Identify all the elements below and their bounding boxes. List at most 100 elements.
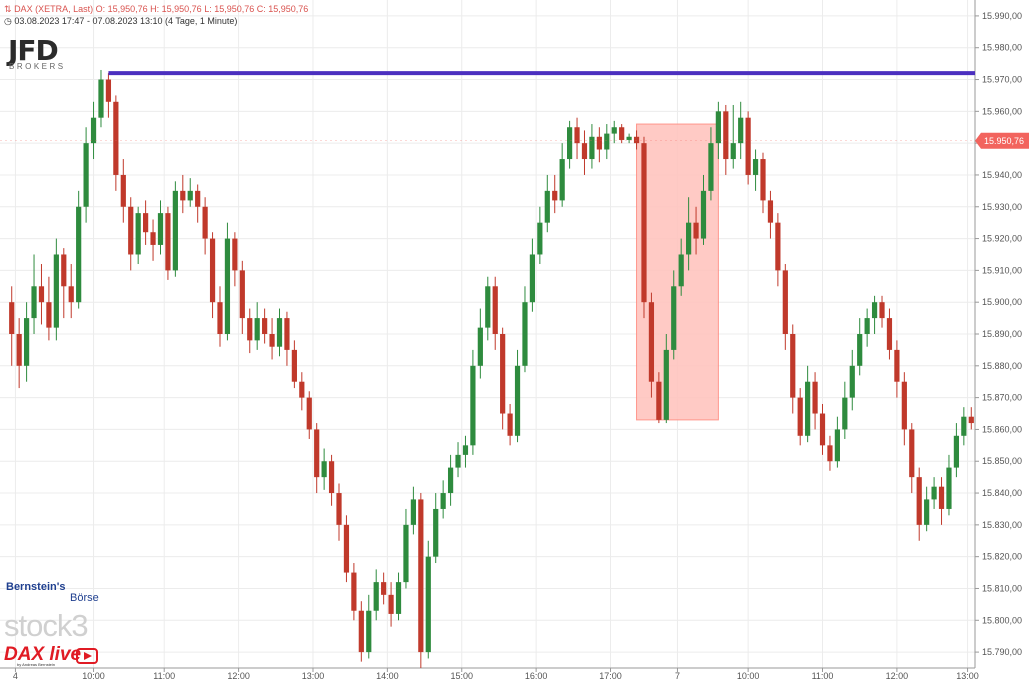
candle-body (366, 610, 372, 653)
candle-body (61, 254, 67, 287)
candle-body (849, 365, 855, 398)
candle-body (485, 286, 491, 328)
x-tick-label: 12:00 (227, 671, 250, 681)
candle-body (195, 190, 201, 207)
candle-body (455, 454, 461, 468)
dax-live-logo: DAX live (4, 644, 82, 665)
candle-body (686, 222, 692, 255)
candle-body (314, 429, 320, 478)
candle-body (909, 429, 915, 478)
candle-body (16, 334, 22, 366)
candle-body (180, 190, 186, 201)
y-tick-label: 15.840,00 (982, 488, 1022, 498)
x-tick-label: 14:00 (376, 671, 399, 681)
candle-body (150, 232, 156, 245)
candle-body (299, 381, 305, 398)
candle-body (224, 238, 231, 334)
candle-body (53, 254, 59, 328)
candle-body (373, 582, 379, 611)
candle-body (805, 381, 811, 436)
candle-body (782, 270, 788, 334)
y-tick-label: 15.940,00 (982, 170, 1022, 180)
candle-body (351, 572, 357, 611)
candle-body (217, 302, 223, 334)
x-tick-label: 11:00 (153, 671, 175, 681)
x-tick-label: 11:00 (812, 671, 834, 681)
x-tick-label: 13:00 (302, 671, 325, 681)
candle-body (269, 334, 275, 347)
borse-logo: Börse (70, 592, 99, 604)
candle-body (775, 222, 781, 271)
candle-body (522, 302, 528, 366)
candle-body (232, 238, 238, 271)
candle-body (886, 318, 893, 350)
candle-body (410, 499, 416, 525)
candle-body (752, 159, 759, 175)
symbol-label: DAX (XETRA, Last) (14, 4, 94, 14)
candle-body (172, 190, 178, 271)
candle-body (544, 190, 550, 223)
candle-body (507, 413, 513, 436)
candle-body (827, 445, 833, 462)
candle-body (760, 159, 766, 201)
candle-body (842, 397, 848, 430)
y-tick-label: 15.930,00 (982, 202, 1022, 212)
candle-body (113, 101, 119, 175)
y-tick-label: 15.980,00 (982, 43, 1022, 53)
candle-body (633, 136, 640, 144)
clock-icon: ◷ (4, 16, 12, 26)
candle-body (9, 302, 15, 334)
y-tick-label: 15.820,00 (982, 552, 1022, 562)
candle-body (165, 213, 171, 271)
highlight-zone (636, 123, 719, 421)
candle-body (128, 206, 134, 255)
candle-body (552, 190, 558, 201)
jfd-brokers-text: BROKERS (9, 62, 66, 71)
candle-body (961, 416, 967, 436)
candle-body (589, 136, 595, 160)
candle-body (604, 133, 610, 150)
candle-body (656, 381, 662, 420)
candle-body (723, 111, 729, 160)
candle-body (239, 270, 245, 319)
candle-body (745, 117, 751, 175)
y-tick-label: 15.810,00 (982, 583, 1022, 593)
candle-body (76, 206, 82, 303)
y-tick-label: 15.900,00 (982, 297, 1022, 307)
candle-body (559, 159, 565, 201)
y-tick-label: 15.920,00 (982, 234, 1022, 244)
chart-info-line-1: ⇅ DAX (XETRA, Last) O: 15,950,76 H: 15,9… (4, 4, 308, 15)
jfd-logo: JFD (8, 34, 59, 67)
y-tick-label: 15.960,00 (982, 106, 1022, 116)
candle-body (767, 200, 774, 223)
candle-body (715, 111, 721, 144)
candle-body (284, 318, 290, 350)
candle-body (343, 524, 350, 573)
candle-body (871, 302, 878, 319)
candle-body (864, 318, 870, 334)
candle-body (262, 318, 268, 334)
x-tick-label: 15:00 (450, 671, 473, 681)
candle-body (23, 318, 30, 366)
play-icon (76, 648, 98, 664)
x-tick-label: 7 (675, 671, 680, 681)
candle-body (567, 127, 573, 160)
candle-body (819, 413, 826, 446)
stock3-logo: stock3 (4, 608, 89, 643)
candle-body (403, 524, 409, 583)
candle-body (247, 318, 253, 341)
candle-body (105, 79, 112, 102)
x-tick-label: 16:00 (525, 671, 548, 681)
y-tick-label: 15.880,00 (982, 361, 1022, 371)
candle-body (46, 302, 52, 328)
candle-body (492, 286, 498, 334)
candle-body (619, 127, 625, 140)
candle-body (581, 143, 588, 160)
candlestick-icon: ⇅ (4, 4, 12, 14)
candle-body (953, 435, 960, 468)
period-label: (4 Tage, 1 Minute) (165, 16, 238, 26)
candle-body (812, 381, 818, 414)
y-tick-label: 15.870,00 (982, 393, 1022, 403)
candle-body (358, 610, 364, 653)
